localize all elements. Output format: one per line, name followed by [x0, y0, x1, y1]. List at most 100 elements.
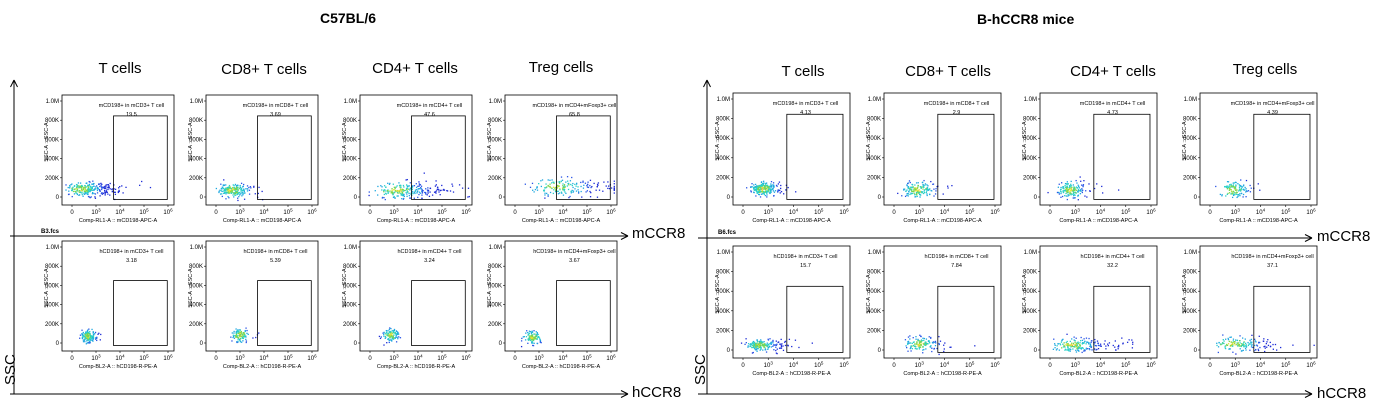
event-dot: [1070, 187, 1072, 189]
event-dot: [1080, 347, 1082, 350]
x-tick-label: 103: [235, 354, 245, 363]
event-dot: [100, 186, 102, 188]
event-dot: [756, 350, 758, 352]
event-dot: [794, 339, 797, 341]
event-dot: [547, 179, 549, 181]
event-dot: [235, 328, 237, 330]
event-dot: [72, 186, 74, 188]
event-dot: [86, 342, 88, 344]
event-dot: [571, 176, 573, 179]
event-dot: [388, 339, 391, 341]
event-dot: [418, 193, 420, 196]
event-dot: [1230, 188, 1232, 191]
event-dot: [539, 339, 541, 341]
event-dot: [767, 348, 769, 350]
event-dot: [243, 188, 245, 190]
event-dot: [396, 332, 399, 334]
event-dot: [1062, 190, 1064, 192]
event-dot: [768, 186, 770, 188]
event-dot: [1226, 187, 1229, 190]
event-dot: [451, 185, 454, 187]
event-dot: [1254, 349, 1257, 351]
event-dot: [763, 343, 766, 346]
event-dot: [87, 186, 90, 188]
arrow-head: [1304, 390, 1313, 398]
event-dot: [1132, 343, 1134, 345]
event-dot: [1075, 337, 1077, 339]
y-tick-label: 600K: [189, 283, 203, 289]
event-dot: [777, 189, 779, 191]
event-dot: [1254, 344, 1256, 347]
event-dot: [76, 190, 78, 192]
event-dot: [753, 191, 755, 193]
event-dot: [932, 183, 934, 185]
event-dot: [253, 185, 255, 188]
event-dot: [919, 196, 921, 198]
event-dot: [916, 348, 918, 350]
event-dot: [764, 188, 766, 191]
x-tick-label: 104: [1096, 361, 1106, 370]
event-dot: [1230, 193, 1232, 195]
event-dot: [239, 338, 242, 340]
event-dot: [395, 330, 398, 333]
event-dot: [1228, 184, 1231, 186]
event-dot: [388, 341, 390, 344]
x-axis-title: Comp-BL2-A :: hCD198-R-PE-A: [223, 364, 302, 370]
event-dot: [750, 190, 752, 192]
event-dot: [947, 187, 949, 189]
event-dot: [395, 341, 398, 343]
event-dot: [1079, 344, 1081, 346]
y-tick-label: 0: [878, 348, 882, 354]
event-dot: [411, 191, 413, 193]
event-dot: [87, 336, 89, 338]
event-dot: [1062, 346, 1065, 348]
x-tick-label: 106: [307, 354, 317, 363]
event-dot: [1276, 349, 1278, 351]
event-dot: [911, 342, 913, 345]
event-dot: [1220, 343, 1222, 346]
event-dot: [1055, 349, 1058, 351]
event-dot: [418, 181, 420, 183]
event-dot: [926, 188, 928, 191]
event-dot: [907, 195, 909, 197]
event-dot: [906, 194, 908, 196]
event-dot: [1085, 337, 1088, 339]
event-dot: [563, 189, 565, 192]
event-dot: [909, 186, 911, 188]
event-dot: [784, 344, 787, 347]
event-dot: [1216, 344, 1218, 347]
event-dot: [539, 341, 541, 343]
event-dot: [911, 190, 914, 193]
event-dot: [79, 337, 81, 339]
event-dot: [383, 344, 385, 346]
event-dot: [916, 343, 918, 345]
event-dot: [596, 183, 599, 186]
event-dot: [758, 186, 760, 189]
event-dot: [1073, 336, 1075, 338]
event-dot: [241, 335, 244, 337]
event-dot: [391, 334, 394, 337]
event-dot: [551, 179, 553, 181]
event-dot: [1089, 345, 1091, 348]
event-dot: [1238, 340, 1241, 342]
event-dot: [798, 346, 800, 349]
y-tick-label: 400K: [1023, 156, 1037, 162]
event-dot: [237, 192, 239, 194]
event-dot: [770, 341, 772, 344]
event-dot: [1102, 192, 1104, 194]
event-dot: [909, 193, 911, 196]
event-dot: [764, 184, 766, 187]
event-dot: [915, 182, 918, 184]
event-dot: [1066, 183, 1068, 185]
event-dot: [1241, 188, 1243, 191]
event-dot: [233, 192, 235, 194]
event-dot: [86, 190, 88, 192]
event-dot: [417, 185, 419, 187]
event-dot: [567, 188, 570, 191]
event-dot: [1249, 191, 1252, 193]
event-dot: [242, 189, 244, 192]
event-dot: [104, 192, 106, 195]
event-dot: [920, 339, 923, 341]
event-dot: [919, 193, 921, 196]
y-tick-label: 200K: [343, 176, 357, 182]
